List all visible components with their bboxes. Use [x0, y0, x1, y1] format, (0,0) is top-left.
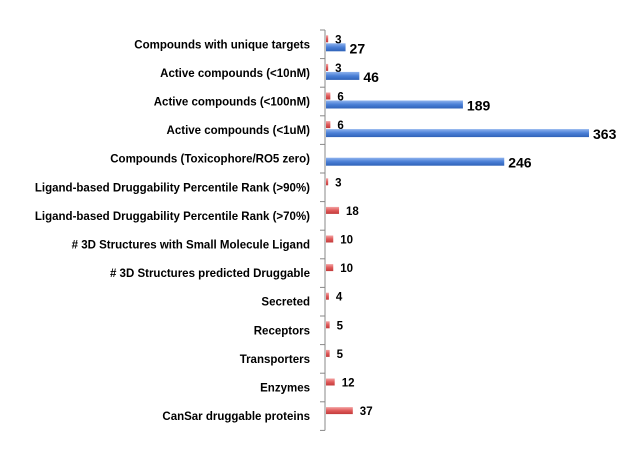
category-label: Ligand-based Druggability Percentile Ran… — [35, 211, 310, 223]
category-label: Active compounds (<10nM) — [160, 68, 310, 80]
bar-blue — [326, 71, 360, 80]
bar-red — [326, 63, 329, 71]
data-label-blue: 27 — [350, 40, 366, 56]
bar-blue — [326, 100, 463, 109]
data-label-red: 6 — [337, 120, 343, 132]
data-label-red: 3 — [335, 63, 341, 75]
bar-red — [326, 206, 340, 214]
category-label: Active compounds (<1uM) — [167, 125, 311, 137]
data-label-red: 10 — [340, 235, 353, 247]
data-label-blue: 189 — [467, 98, 491, 114]
category-label: Secreted — [261, 297, 310, 309]
bar-red — [326, 178, 329, 186]
bar-red — [326, 407, 353, 415]
category-label: Enzymes — [260, 383, 310, 395]
data-label-red: 12 — [342, 378, 355, 390]
bar-red — [326, 264, 334, 272]
bar-red — [326, 321, 330, 329]
bar-red — [326, 292, 329, 300]
bar-blue — [326, 43, 346, 52]
category-label: Receptors — [254, 325, 310, 337]
category-label: Compounds with unique targets — [134, 39, 310, 51]
category-label: # 3D Structures with Small Molecule Liga… — [72, 240, 310, 252]
data-label-red: 3 — [335, 177, 341, 189]
bar-blue — [326, 129, 589, 138]
data-label-red: 5 — [337, 320, 344, 332]
data-label-blue: 246 — [508, 155, 532, 171]
data-label-red: 18 — [346, 206, 359, 218]
category-axis — [320, 29, 326, 431]
bar-red — [326, 378, 335, 386]
bar-red — [326, 349, 330, 357]
category-label: Active compounds (<100nM) — [154, 97, 310, 109]
bar-red — [326, 35, 329, 43]
category-label: Ligand-based Druggability Percentile Ran… — [35, 182, 310, 194]
category-labels: Compounds with unique targets Active comp… — [35, 39, 310, 423]
data-label-red: 4 — [336, 292, 343, 304]
category-label: CanSar druggable proteins — [162, 411, 310, 423]
data-label-red: 6 — [337, 92, 343, 104]
data-label-red: 37 — [360, 406, 373, 418]
data-label-red: 5 — [337, 349, 344, 361]
bar-red — [326, 235, 334, 243]
bar-red — [326, 92, 331, 100]
data-label-red: 10 — [340, 263, 353, 275]
bar-red — [326, 121, 331, 129]
data-label-blue: 363 — [593, 126, 617, 142]
category-label: Compounds (Toxicophore/RO5 zero) — [110, 154, 310, 166]
bar-blue — [326, 157, 505, 166]
data-label-blue: 46 — [363, 69, 379, 85]
category-label: Transporters — [240, 354, 310, 366]
bars: 3 27 3 46 6 189 6 363 246 3 18 10 10 4 5 5 12 37 — [326, 34, 617, 418]
data-label-red: 3 — [335, 34, 341, 46]
category-label: # 3D Structures predicted Druggable — [110, 268, 310, 280]
